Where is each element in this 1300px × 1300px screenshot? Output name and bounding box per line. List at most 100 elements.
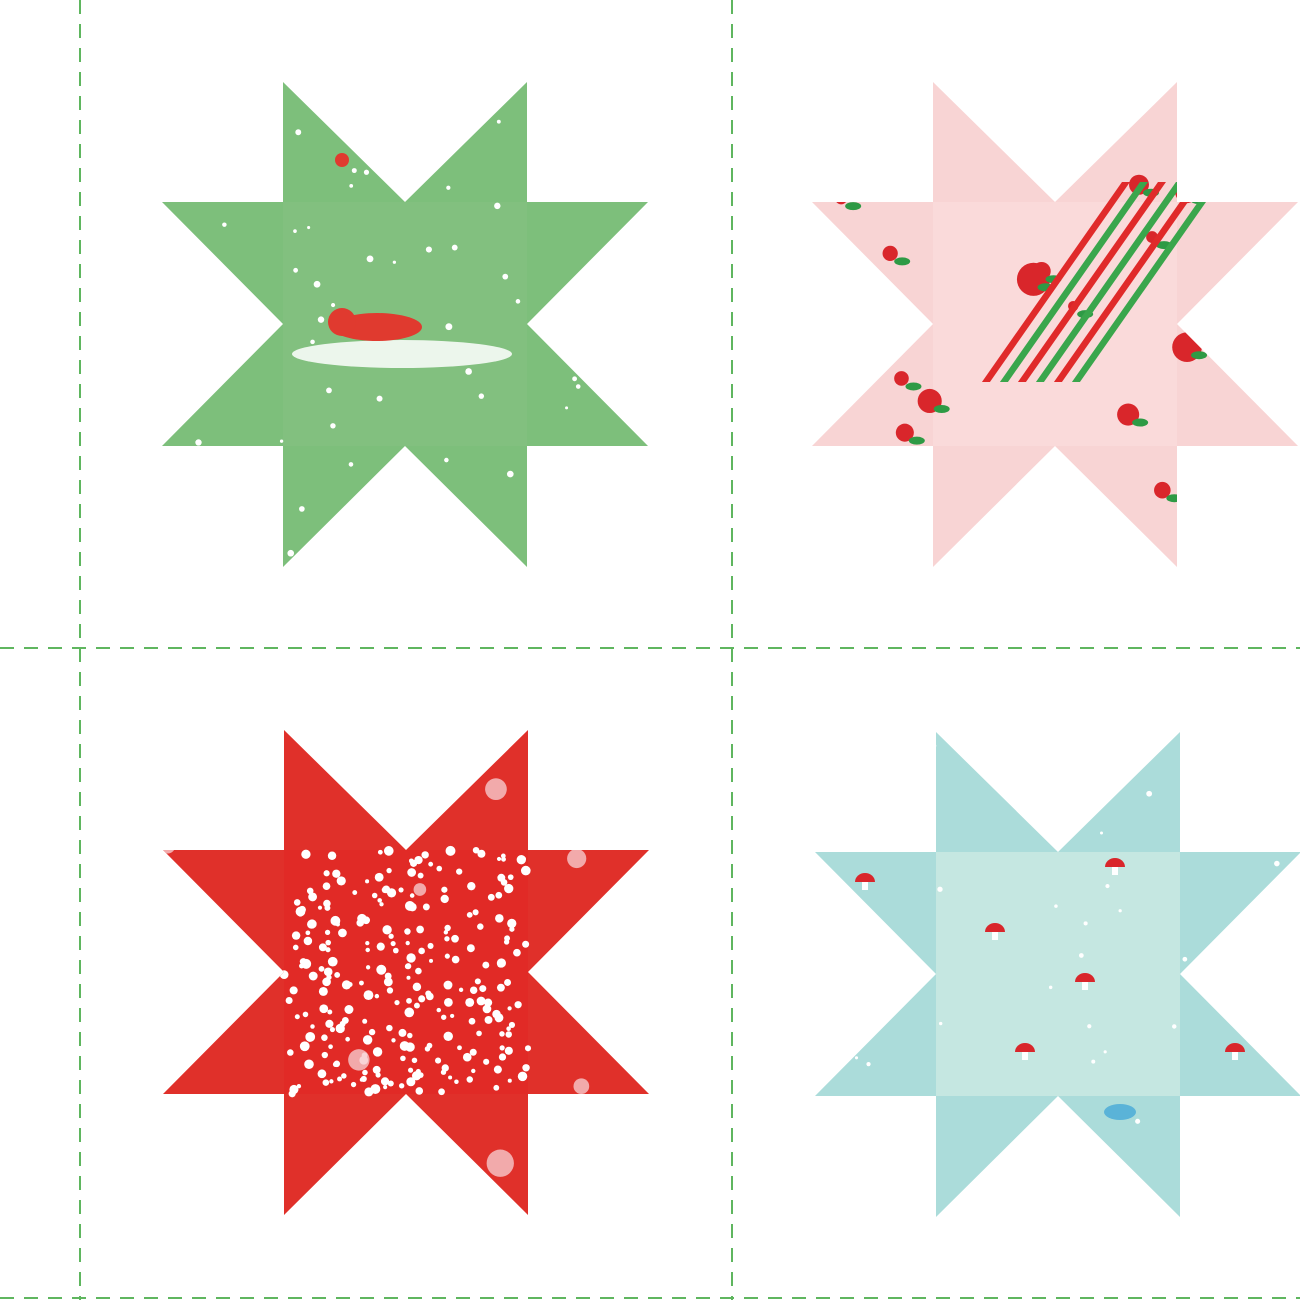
snow-dot [394,999,400,1006]
snow-dot [467,881,476,891]
snow-dot [522,1064,530,1072]
snow-dot [313,280,321,288]
snow-dot [409,893,415,898]
snow-dot [332,869,341,878]
snow-dot [307,919,316,929]
snow-dot [374,872,384,882]
snow-dot [498,1053,507,1061]
snow-dot [834,976,838,981]
mushroom-motif [1225,1043,1245,1052]
snow-dot [428,861,434,867]
fabric-print [162,84,641,567]
snow-dot [426,992,434,1001]
flower-motif [485,778,507,801]
star-blocks [162,82,1300,1217]
snow-dot [415,1068,421,1075]
snow-dot [383,846,394,856]
flower-motif [573,1078,590,1095]
snow-dot [1183,1125,1190,1131]
snow-dot [426,1042,433,1049]
snow-dot [318,966,325,972]
snow-dot [438,1088,445,1096]
snow-dot [418,947,425,955]
snow-dot [405,963,412,970]
snow-dot [162,190,166,196]
snow-dot [466,1076,473,1083]
snow-dot [441,1014,447,1020]
snow-dot [578,318,586,326]
snow-dot [495,1015,502,1023]
aqua-mushroom-star [815,732,1300,1217]
snow-dot [406,953,416,963]
snow-dot [469,1048,477,1056]
snow-dot [398,1083,405,1089]
snow-dot [635,346,641,352]
snow-dot [451,244,458,251]
snow-dot [400,1055,406,1062]
snow-dot [499,1031,505,1037]
snow-dot [387,1080,394,1087]
snow-dot [293,267,299,273]
snow-dot [1282,832,1287,837]
snow-dot [1268,1107,1274,1113]
snow-dot [352,890,358,895]
snow-dot [289,1084,299,1095]
elf-head-motif [328,308,356,336]
snow-dot [1182,956,1188,962]
snow-dot [195,439,202,446]
snow-dot [376,395,383,402]
snow-dot [222,222,227,227]
snow-dot [329,1079,334,1084]
snow-dot [575,384,581,389]
snow-dot [317,316,325,323]
snow-dot [484,1015,493,1024]
stripe-motif [1017,182,1166,382]
mushroom-stem [1112,867,1118,875]
snow-dot [477,849,486,858]
snow-dot [365,879,370,884]
poinsettia-motif [834,191,848,205]
snow-dot [322,1079,330,1086]
snow-dot [295,129,302,136]
snow-dot [341,1073,347,1079]
snow-dot [866,1062,871,1067]
snow-dot [299,506,305,512]
snow-dot [363,169,370,175]
snow-dot [366,255,374,263]
snow-dot [217,152,223,158]
snow-dot [329,1026,336,1033]
snow-dot [406,997,412,1004]
snow-dot [1172,1024,1177,1029]
snow-dot [399,1041,410,1051]
leaf-motif [1191,351,1208,360]
snow-dot [371,892,378,899]
poinsettia-motif [1019,101,1040,122]
snow-dot [505,1031,512,1038]
snow-dot [450,1013,455,1019]
snow-dot [374,993,380,999]
mushroom-motif [1105,858,1125,867]
snow-dot [349,183,354,188]
snow-dot [173,483,177,487]
leaf-motif [845,202,862,211]
snow-dot [482,1004,492,1014]
star-center-square [936,852,1180,1096]
leaf-motif [933,404,950,413]
snow-dot [317,905,323,910]
snow-dot [308,892,318,902]
snow-dot [377,898,382,903]
snow-dot [545,125,550,131]
snow-dot [496,119,501,124]
poinsettia-motif [976,87,1007,118]
snow-dot [817,1049,823,1056]
flower-motif [639,971,649,990]
snow-dot [326,974,332,980]
snow-dot [287,1049,294,1056]
snow-dot [1274,1017,1278,1021]
snow-dot [376,942,385,951]
snow-dot [466,944,475,953]
snow-dot [451,955,460,964]
snow-dot [443,980,453,990]
snow-dot [495,914,504,923]
